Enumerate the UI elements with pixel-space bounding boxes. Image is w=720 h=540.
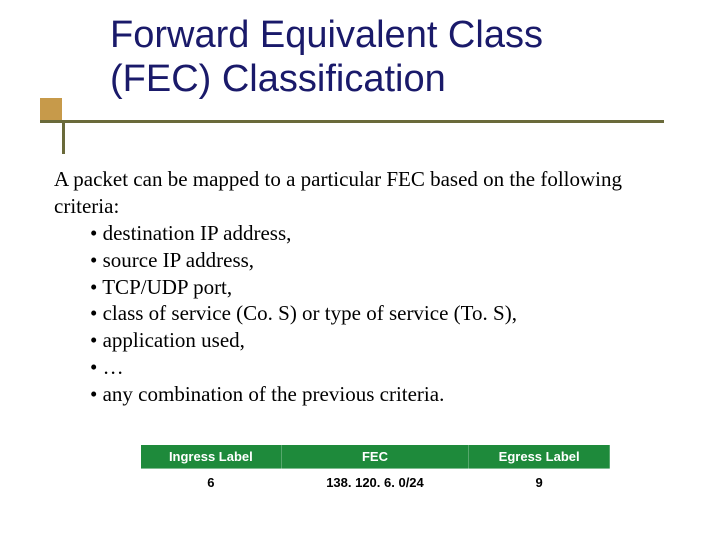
td-fec: 138. 120. 6. 0/24 <box>281 469 469 497</box>
accent-vertical-rule <box>62 120 65 154</box>
title-line-2: (FEC) Classification <box>110 58 446 100</box>
td-ingress: 6 <box>141 469 282 497</box>
list-item: any combination of the previous criteria… <box>90 381 674 408</box>
slide-title: Forward Equivalent Class (FEC) Classific… <box>110 14 690 101</box>
fec-table: Ingress Label FEC Egress Label 6 138. 12… <box>140 444 610 496</box>
td-egress: 9 <box>469 469 610 497</box>
th-ingress: Ingress Label <box>141 445 282 469</box>
list-item: destination IP address, <box>90 220 674 247</box>
accent-horizontal-rule <box>40 120 664 123</box>
fec-table-wrap: Ingress Label FEC Egress Label 6 138. 12… <box>140 444 610 496</box>
th-egress: Egress Label <box>469 445 610 469</box>
slide: Forward Equivalent Class (FEC) Classific… <box>0 0 720 540</box>
title-line-1: Forward Equivalent Class <box>110 14 543 56</box>
body-text: A packet can be mapped to a particular F… <box>54 166 674 408</box>
table-header-row: Ingress Label FEC Egress Label <box>141 445 610 469</box>
list-item: application used, <box>90 327 674 354</box>
intro-paragraph: A packet can be mapped to a particular F… <box>54 166 674 220</box>
accent-square <box>40 98 62 120</box>
criteria-list: destination IP address, source IP addres… <box>90 220 674 408</box>
table-row: 6 138. 120. 6. 0/24 9 <box>141 469 610 497</box>
list-item: TCP/UDP port, <box>90 274 674 301</box>
list-item: … <box>90 354 674 381</box>
list-item: source IP address, <box>90 247 674 274</box>
th-fec: FEC <box>281 445 469 469</box>
list-item: class of service (Co. S) or type of serv… <box>90 300 674 327</box>
